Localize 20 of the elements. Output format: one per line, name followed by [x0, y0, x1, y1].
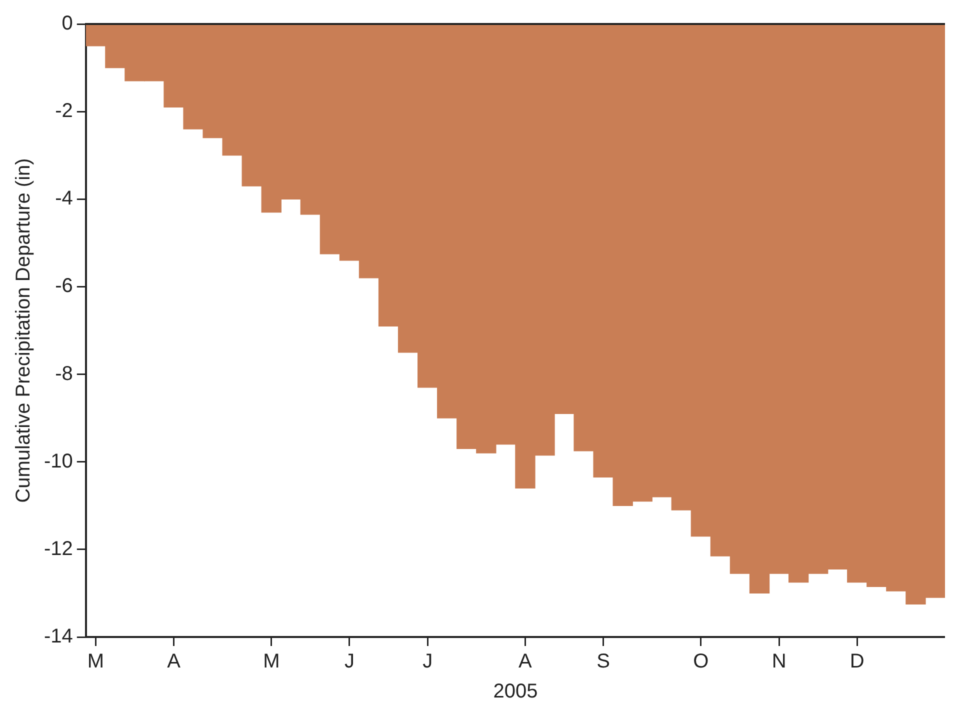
- x-tick-label: M: [87, 650, 104, 673]
- y-tick-label: -4: [55, 188, 73, 210]
- x-tick-label: M: [263, 650, 280, 673]
- y-tick-label: 0: [62, 12, 73, 35]
- x-tick-label: O: [693, 650, 709, 673]
- y-tick-label: -8: [55, 362, 73, 385]
- x-tick-label: N: [772, 650, 786, 673]
- y-tick-label: -12: [44, 538, 73, 560]
- x-tick-label: D: [850, 650, 864, 673]
- x-tick-label: J: [422, 650, 433, 673]
- y-axis-title: Cumulative Precipitation Departure (in): [12, 158, 35, 503]
- x-tick-label: J: [344, 650, 354, 673]
- y-tick-label: -6: [55, 275, 73, 298]
- x-axis-title: 2005: [493, 680, 538, 703]
- y-tick-label: -14: [44, 626, 73, 648]
- x-tick-label: S: [596, 650, 610, 673]
- x-tick-label: A: [518, 650, 533, 673]
- x-tick-label: A: [167, 650, 182, 673]
- y-tick-label: -10: [44, 450, 73, 472]
- y-tick-label: -2: [55, 100, 73, 122]
